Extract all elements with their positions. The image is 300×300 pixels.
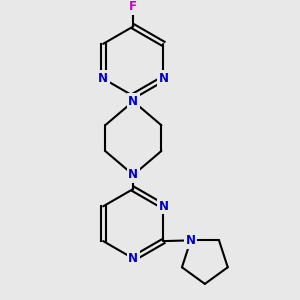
Text: N: N: [128, 95, 138, 108]
Text: N: N: [128, 168, 138, 182]
Text: N: N: [158, 72, 168, 85]
Text: N: N: [98, 72, 108, 85]
Text: N: N: [128, 252, 138, 265]
Text: F: F: [129, 0, 137, 13]
Text: N: N: [158, 200, 168, 213]
Text: N: N: [186, 234, 196, 247]
